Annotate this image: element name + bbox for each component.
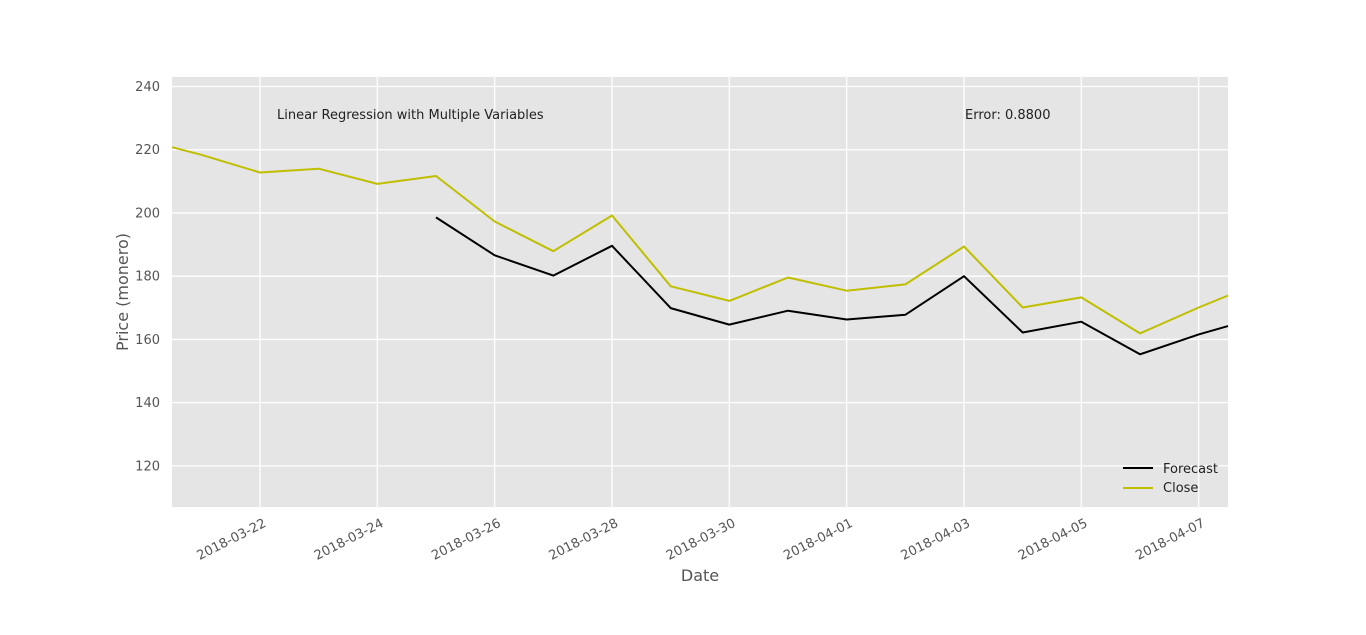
y-axis-label: Price (monero)	[113, 233, 132, 351]
y-tick-label-120: 120	[135, 459, 160, 474]
annotation-model-name: Linear Regression with Multiple Variable…	[277, 108, 544, 123]
x-tick-label-2018-04-03: 2018-04-03	[899, 516, 973, 564]
plot-background	[172, 77, 1228, 507]
x-tick-label-2018-04-01: 2018-04-01	[781, 516, 855, 564]
y-tick-label-180: 180	[135, 270, 160, 285]
y-tick-label-140: 140	[135, 396, 160, 411]
y-tick-label-200: 200	[135, 206, 160, 221]
x-tick-label-2018-04-05: 2018-04-05	[1016, 516, 1090, 564]
legend: Forecast Close	[1123, 462, 1218, 496]
series-layer	[171, 146, 1229, 356]
y-tick-label-220: 220	[135, 143, 160, 158]
legend-label-close: Close	[1163, 481, 1198, 496]
y-tick-label-160: 160	[135, 333, 160, 348]
x-tick-label-2018-03-24: 2018-03-24	[312, 516, 386, 564]
x-axis-label: Date	[681, 566, 719, 585]
x-tick-label-2018-03-22: 2018-03-22	[195, 516, 269, 564]
grid	[172, 77, 1228, 507]
series-line-close	[171, 146, 1229, 335]
series-line-forecast	[435, 216, 1229, 356]
annotation-error: Error: 0.8800	[965, 108, 1050, 123]
x-tick-label-2018-03-30: 2018-03-30	[664, 516, 738, 564]
y-axis-ticks: 120 140 160 180 200 220 240	[135, 80, 160, 474]
x-tick-label-2018-03-28: 2018-03-28	[547, 516, 621, 564]
legend-label-forecast: Forecast	[1163, 462, 1218, 477]
x-tick-label-2018-04-07: 2018-04-07	[1133, 516, 1207, 564]
x-axis-ticks: 2018-03-22 2018-03-24 2018-03-26 2018-03-28…	[195, 516, 1208, 564]
x-tick-label-2018-03-26: 2018-03-26	[429, 516, 503, 564]
y-tick-label-240: 240	[135, 80, 160, 95]
